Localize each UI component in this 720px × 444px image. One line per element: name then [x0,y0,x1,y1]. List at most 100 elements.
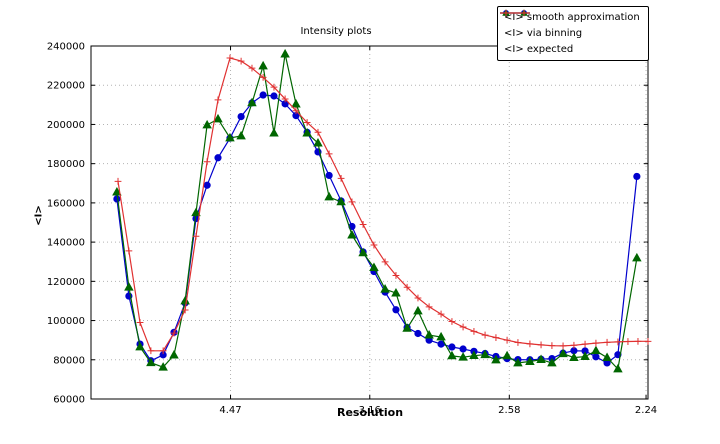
plus-marker [603,338,611,346]
circle-marker [448,343,456,351]
triangle-marker [369,262,379,272]
plus-marker [147,347,155,355]
x-tick-label: 4.47 [219,405,241,416]
circle-marker [437,340,445,348]
plus-marker [270,83,278,91]
triangle-marker [269,127,279,137]
x-tick-label: 2.24 [635,405,657,416]
x-tick-label: 3.16 [359,405,381,416]
triangle-marker [413,305,423,315]
plus-marker [614,338,622,346]
triangle-marker [124,282,134,291]
circle-marker [614,351,622,359]
triangle-marker [247,97,257,107]
legend-label: <I> via binning [504,28,583,39]
triangle-marker [402,323,412,332]
plus-marker [281,95,289,103]
legend-label: <I> expected [504,44,574,55]
plus-marker [259,73,267,81]
plus-marker [214,96,222,104]
circle-marker [392,306,400,314]
plus-marker [348,198,356,206]
y-tick-label: 160000 [47,198,85,209]
plus-marker [492,334,500,342]
triangle-marker [280,48,290,58]
circle-marker [237,113,245,121]
plus-marker [624,338,632,345]
triangle-marker [302,127,312,137]
y-tick-label: 240000 [47,42,85,53]
triangle-marker [436,331,446,341]
plus-marker [226,54,234,62]
plot-frame [90,45,649,400]
y-tick-label: 60000 [53,395,85,406]
triangle-marker [225,132,235,142]
y-tick-label: 140000 [47,238,85,249]
plus-marker [170,329,178,337]
plus-marker [159,347,167,355]
legend-marker-plus [500,9,530,17]
plus-marker [381,258,389,266]
plus-marker [581,340,589,348]
plus-marker [125,247,133,255]
triangle-marker [469,350,479,360]
triangle-marker [580,351,590,361]
plus-marker [634,337,642,345]
triangle-marker [547,357,557,367]
plus-marker [526,340,534,348]
triangle-marker [146,357,156,367]
triangle-marker [213,113,223,123]
triangle-marker [525,356,535,365]
triangle-marker [258,60,268,70]
triangle-marker [536,354,546,363]
circle-marker [259,91,267,99]
plus-marker [437,310,445,318]
triangle-marker [558,348,568,358]
y-tick-label: 180000 [47,159,85,170]
triangle-marker [424,329,434,339]
plus-marker [592,339,600,347]
triangle-marker [391,287,401,297]
series-line-0 [116,94,638,364]
triangle-marker [380,284,390,293]
triangle-marker [236,130,246,140]
plus-marker [537,341,545,349]
triangle-marker [112,186,122,196]
triangle-marker [169,349,179,359]
circle-marker [270,92,278,100]
triangle-marker [569,352,579,362]
triangle-marker [358,247,368,257]
circle-marker [203,181,211,189]
plus-marker [548,342,556,350]
plus-marker [303,119,311,126]
triangle-marker [347,229,357,239]
plus-marker [448,318,456,325]
plus-marker [570,341,578,349]
plus-marker [403,283,411,291]
triangle-marker [480,349,490,359]
plus-marker [203,158,211,166]
y-tick-label: 220000 [47,81,85,92]
triangle-marker [180,295,190,305]
plus-marker [136,319,144,326]
plus-marker [114,177,122,185]
triangle-marker [313,137,323,147]
plus-marker [337,174,345,182]
legend-item-2: <I> expected [500,9,640,57]
x-tick-label: 2.58 [498,405,520,416]
plus-marker [414,294,422,302]
plus-marker [192,232,200,240]
plus-marker [559,342,567,350]
plus-marker [325,150,333,158]
plus-marker [237,57,245,65]
triangle-marker [291,98,301,108]
plus-marker [370,241,378,249]
y-tick-label: 200000 [47,120,85,131]
triangle-marker [513,357,523,367]
triangle-marker [602,352,612,362]
triangle-marker [158,362,168,371]
plus-marker [503,336,511,344]
plus-marker [248,64,256,72]
plus-marker [292,107,300,115]
